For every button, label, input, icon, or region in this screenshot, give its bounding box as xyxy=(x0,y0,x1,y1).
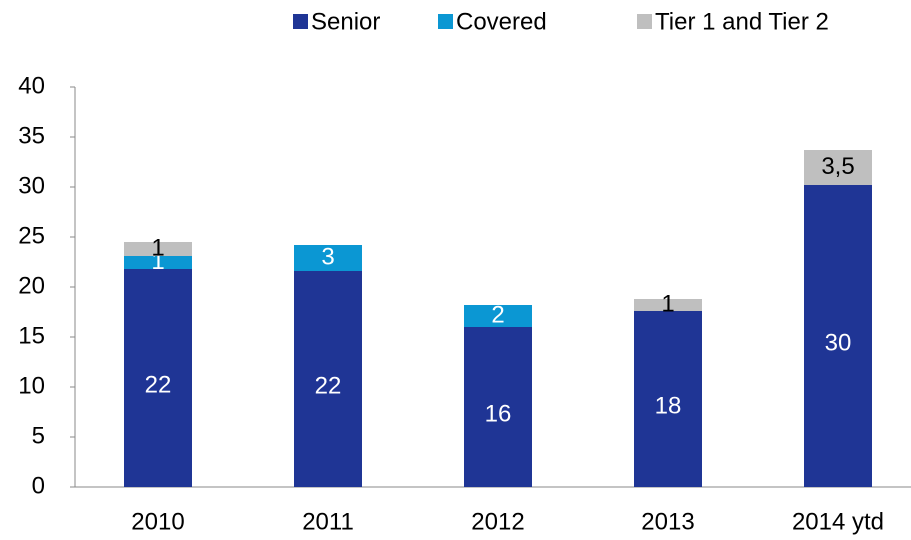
y-tick-label: 40 xyxy=(18,72,45,99)
y-tick-label: 20 xyxy=(18,272,45,299)
y-tick-label: 0 xyxy=(32,472,45,499)
legend-swatch xyxy=(438,14,453,29)
bar-segment xyxy=(294,271,362,487)
data-label: 16 xyxy=(485,400,512,427)
x-tick-label: 2014 ytd xyxy=(792,508,884,535)
bar-segment xyxy=(634,311,702,487)
data-label: 3,5 xyxy=(821,153,854,180)
data-label: 1 xyxy=(151,234,164,261)
data-label: 22 xyxy=(315,372,342,399)
data-label: 30 xyxy=(825,329,852,356)
bar-segment xyxy=(124,242,192,256)
bar-segment xyxy=(804,185,872,487)
legend-label: Senior xyxy=(311,8,380,35)
data-label: 3 xyxy=(321,243,334,270)
legend-swatch xyxy=(293,14,308,29)
y-tick-label: 10 xyxy=(18,372,45,399)
x-tick-label: 2011 xyxy=(302,508,354,535)
data-label: 22 xyxy=(145,371,172,398)
bar-segment xyxy=(294,245,362,271)
x-tick-label: 2012 xyxy=(471,508,524,535)
data-label: 18 xyxy=(655,392,682,419)
y-tick-label: 15 xyxy=(18,322,45,349)
legend-label: Tier 1 and Tier 2 xyxy=(655,8,829,35)
bar-segment xyxy=(464,305,532,327)
bar-segment xyxy=(464,327,532,487)
legend-swatch xyxy=(637,14,652,29)
data-label: 2 xyxy=(491,301,504,328)
bar-segment xyxy=(124,269,192,487)
x-tick-label: 2010 xyxy=(131,508,184,535)
x-tick-label: 2013 xyxy=(641,508,694,535)
legend-label: Covered xyxy=(456,8,547,35)
bar-segment xyxy=(124,256,192,269)
y-tick-label: 30 xyxy=(18,172,45,199)
y-tick-label: 35 xyxy=(18,122,45,149)
bar-segment xyxy=(634,299,702,311)
bar-segment xyxy=(804,150,872,185)
data-label: 1 xyxy=(661,290,674,317)
y-tick-label: 25 xyxy=(18,222,45,249)
y-tick-label: 5 xyxy=(32,422,45,449)
